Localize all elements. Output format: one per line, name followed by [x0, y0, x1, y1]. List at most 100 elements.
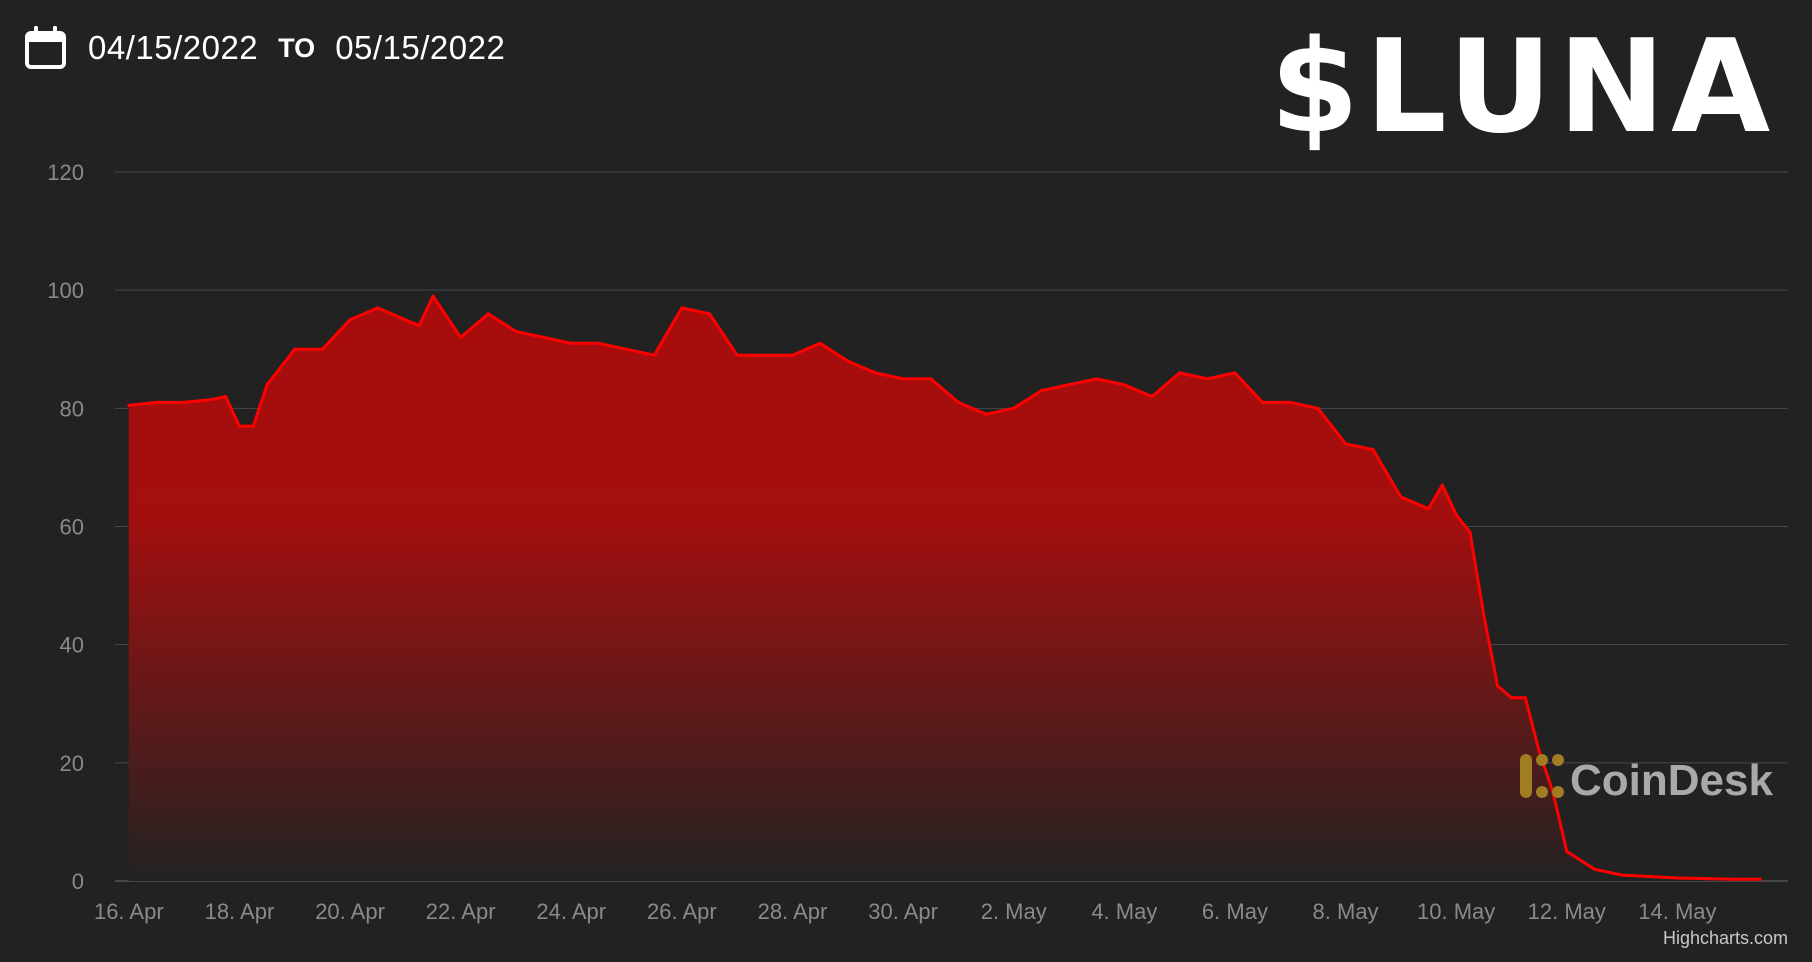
data-point: [1012, 406, 1016, 410]
data-point: [417, 324, 421, 328]
data-point: [542, 335, 546, 339]
data-point: [708, 312, 711, 316]
data-point: [1316, 406, 1320, 410]
data-point: [1067, 383, 1071, 387]
data-point: [1620, 873, 1624, 877]
y-tick-label: 80: [60, 396, 84, 421]
y-tick-label: 0: [72, 869, 84, 894]
data-point: [1288, 400, 1292, 404]
x-tick-label: 10. May: [1417, 899, 1495, 924]
series-area-fill: [128, 296, 1761, 882]
start-date[interactable]: 04/15/2022: [88, 29, 259, 66]
date-range-picker[interactable]: 04/15/2022 TO 05/15/2022: [24, 22, 505, 74]
data-point: [1731, 877, 1735, 881]
data-point: [459, 335, 463, 339]
data-point: [984, 412, 988, 416]
data-point: [265, 383, 269, 387]
data-point: [1371, 448, 1375, 452]
x-tick-label: 8. May: [1313, 899, 1379, 924]
coindesk-logo-icon: [1520, 754, 1564, 798]
data-point: [1675, 876, 1679, 880]
x-tick-label: 28. Apr: [758, 899, 828, 924]
x-tick-label: 26. Apr: [647, 899, 717, 924]
y-axis: 0 20 40 60 80 100 120: [47, 160, 84, 894]
data-point: [224, 395, 228, 398]
data-point: [791, 353, 794, 357]
ticker-title: $LUNA: [1270, 13, 1777, 162]
watermark-text: CoinDesk: [1570, 756, 1773, 805]
data-point: [1122, 383, 1126, 387]
end-date[interactable]: 05/15/2022: [335, 29, 506, 66]
coindesk-watermark: CoinDesk: [1520, 754, 1773, 805]
data-point: [1205, 377, 1209, 381]
y-tick-label: 120: [47, 160, 84, 185]
x-tick-label: 22. Apr: [426, 899, 496, 924]
data-point: [1150, 395, 1154, 398]
x-tick-label: 30. Apr: [868, 899, 938, 924]
data-point: [597, 341, 601, 345]
x-tick-label: 2. May: [981, 899, 1047, 924]
data-point: [1510, 696, 1513, 700]
data-point: [763, 353, 767, 357]
x-tick-label: 4. May: [1091, 899, 1157, 924]
data-point: [251, 424, 255, 428]
data-point: [1399, 495, 1403, 499]
data-point: [1758, 877, 1762, 881]
data-point: [127, 403, 131, 407]
data-point: [1537, 749, 1541, 753]
data-point: [901, 377, 905, 381]
data-point: [625, 347, 629, 351]
series-line: [128, 294, 1761, 881]
y-tick-label: 100: [47, 278, 84, 303]
data-point: [1095, 377, 1099, 381]
data-point: [1454, 513, 1458, 517]
data-point: [735, 353, 739, 357]
data-point: [956, 400, 960, 404]
x-axis: 16. Apr 18. Apr 20. Apr 22. Apr 24. Apr 26. A…: [94, 899, 1717, 924]
data-point: [293, 347, 297, 351]
x-tick-label: 20. Apr: [315, 899, 385, 924]
data-point: [652, 353, 656, 357]
data-point: [1565, 850, 1569, 853]
data-point: [1523, 696, 1527, 700]
x-tick-label: 12. May: [1528, 899, 1606, 924]
data-point: [846, 359, 850, 363]
calendar-icon[interactable]: [24, 24, 68, 72]
data-point: [1233, 371, 1237, 375]
data-point: [1482, 613, 1486, 617]
data-point: [486, 312, 490, 316]
to-label: TO: [278, 32, 316, 63]
data-point: [680, 306, 684, 310]
y-tick-label: 20: [60, 751, 84, 776]
data-point: [1261, 400, 1265, 404]
data-point: [1496, 684, 1500, 688]
highcharts-credit[interactable]: Highcharts.com: [1663, 928, 1788, 948]
data-point: [155, 400, 158, 404]
data-point: [818, 341, 822, 345]
data-point: [569, 341, 573, 345]
data-point: [514, 330, 518, 333]
data-point: [348, 318, 352, 322]
x-tick-label: 18. Apr: [205, 899, 275, 924]
data-point: [210, 398, 214, 401]
series-area: [127, 294, 1762, 882]
data-point: [1427, 507, 1430, 511]
data-point: [431, 294, 435, 298]
x-tick-label: 24. Apr: [536, 899, 606, 924]
data-point: [320, 347, 324, 351]
data-point: [1039, 389, 1043, 393]
data-point: [1468, 530, 1472, 534]
x-tick-label: 16. Apr: [94, 899, 164, 924]
data-point: [1178, 371, 1182, 375]
data-point: [237, 424, 241, 428]
data-point: [929, 377, 933, 381]
data-point: [1344, 442, 1348, 446]
x-tick-label: 6. May: [1202, 899, 1268, 924]
data-point: [1592, 867, 1596, 871]
y-tick-label: 60: [60, 515, 84, 540]
data-point: [1440, 483, 1444, 487]
data-point: [874, 371, 877, 375]
data-point: [182, 400, 186, 404]
y-tick-label: 40: [60, 633, 84, 658]
